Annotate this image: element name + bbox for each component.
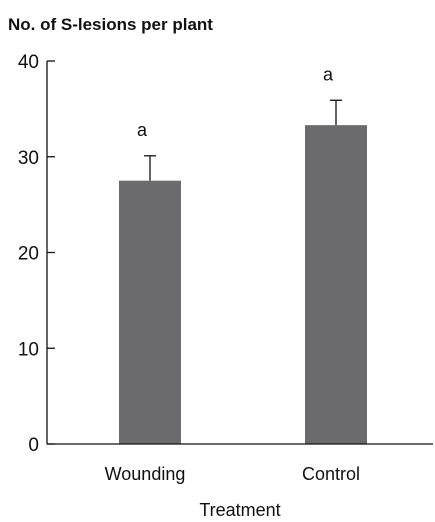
y-ticks: 0 10 20 30 40 <box>18 52 55 456</box>
y-tick-label: 0 <box>28 435 39 456</box>
bar-wounding <box>119 180 181 444</box>
significance-letter: a <box>137 120 148 140</box>
bars <box>119 125 367 444</box>
x-axis-title: Treatment <box>199 500 280 520</box>
significance-letter: a <box>323 64 334 84</box>
y-tick-label: 20 <box>18 244 39 265</box>
y-tick-label: 30 <box>18 148 39 169</box>
x-tick-label: Wounding <box>105 464 186 484</box>
significance-labels: aa <box>137 64 334 140</box>
y-tick-label: 10 <box>18 339 39 360</box>
x-tick-labels: Wounding Control <box>105 464 360 484</box>
y-axis-title: No. of S-lesions per plant <box>8 15 213 34</box>
bar-control <box>305 125 367 444</box>
y-tick-label: 40 <box>18 52 39 73</box>
x-tick-label: Control <box>302 464 360 484</box>
error-bars <box>144 99 342 181</box>
